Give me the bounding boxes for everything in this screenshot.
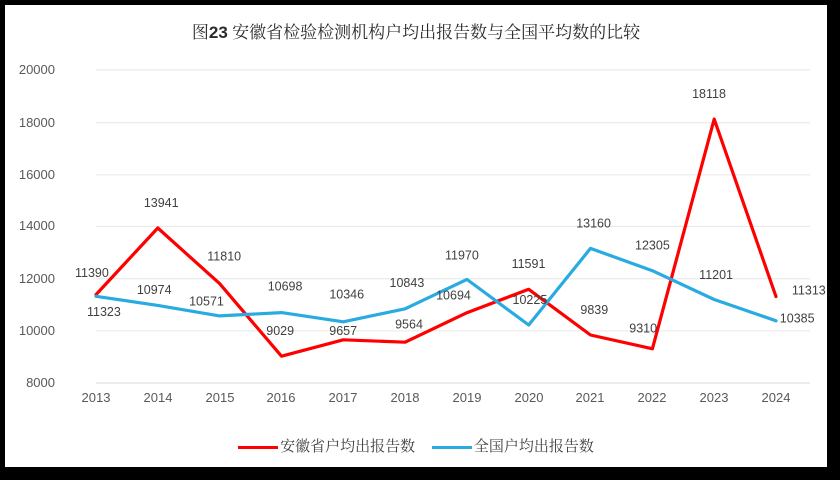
svg-text:10385: 10385 (780, 311, 815, 325)
svg-text:11390: 11390 (75, 266, 109, 280)
svg-text:11810: 11810 (207, 250, 241, 264)
svg-text:9310: 9310 (629, 321, 657, 335)
svg-text:9029: 9029 (266, 324, 294, 338)
svg-text:12305: 12305 (635, 238, 670, 252)
svg-text:10698: 10698 (268, 280, 303, 294)
svg-text:11313: 11313 (792, 284, 826, 298)
svg-text:18118: 18118 (692, 87, 726, 101)
svg-text:10225: 10225 (513, 293, 548, 307)
svg-text:13941: 13941 (144, 196, 179, 210)
svg-text:10843: 10843 (390, 276, 425, 290)
svg-text:9839: 9839 (580, 303, 608, 317)
svg-text:10346: 10346 (329, 287, 364, 301)
svg-text:10694: 10694 (436, 289, 471, 303)
svg-text:11323: 11323 (87, 305, 121, 319)
svg-text:10571: 10571 (189, 294, 224, 308)
svg-text:11970: 11970 (445, 248, 479, 262)
svg-text:9564: 9564 (395, 318, 423, 332)
svg-text:10974: 10974 (137, 283, 172, 297)
svg-text:11591: 11591 (512, 257, 546, 271)
svg-text:11201: 11201 (699, 268, 733, 282)
svg-text:13160: 13160 (576, 216, 611, 230)
svg-text:9657: 9657 (329, 324, 357, 338)
